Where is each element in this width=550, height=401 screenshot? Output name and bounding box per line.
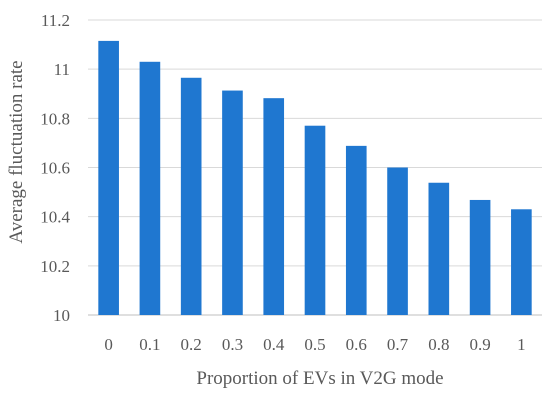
x-tick-label: 0.6	[346, 335, 367, 354]
x-tick-label: 1	[517, 335, 526, 354]
x-tick-label: 0.8	[428, 335, 449, 354]
bar	[469, 199, 491, 315]
x-tick-label: 0.1	[139, 335, 160, 354]
bar	[263, 98, 285, 315]
bar	[98, 40, 119, 315]
x-axis-title: Proportion of EVs in V2G mode	[196, 368, 443, 389]
bar	[222, 90, 243, 315]
x-tick-label: 0	[104, 335, 113, 354]
bar	[387, 167, 408, 315]
x-axis-ticks: 0 0.1 0.2 0.3 0.4 0.5 0.6 0.7 0.8 0.9 1	[104, 335, 525, 354]
x-tick-label: 0.4	[263, 335, 285, 354]
bar	[304, 125, 326, 315]
y-axis-ticks: 10 10.2 10.4 10.6 10.8 11 11.2	[40, 11, 70, 325]
x-tick-label: 0.5	[304, 335, 325, 354]
y-tick-label: 10.8	[40, 109, 70, 128]
y-tick-label: 11.2	[41, 11, 70, 30]
y-tick-label: 10.2	[40, 257, 70, 276]
x-tick-label: 0.7	[387, 335, 409, 354]
bar	[345, 145, 367, 315]
bars	[98, 40, 532, 315]
bar	[139, 61, 161, 315]
y-tick-label: 10.4	[40, 208, 70, 227]
x-tick-label: 0.9	[469, 335, 490, 354]
y-tick-label: 10.6	[40, 159, 70, 178]
y-tick-label: 10	[53, 306, 70, 325]
bar	[428, 182, 450, 315]
x-tick-label: 0.2	[181, 335, 202, 354]
bar	[180, 77, 202, 315]
x-tick-label: 0.3	[222, 335, 243, 354]
bar	[511, 209, 532, 315]
y-tick-label: 11	[54, 60, 70, 79]
y-axis-title: Average fluctuation rate	[6, 60, 27, 243]
